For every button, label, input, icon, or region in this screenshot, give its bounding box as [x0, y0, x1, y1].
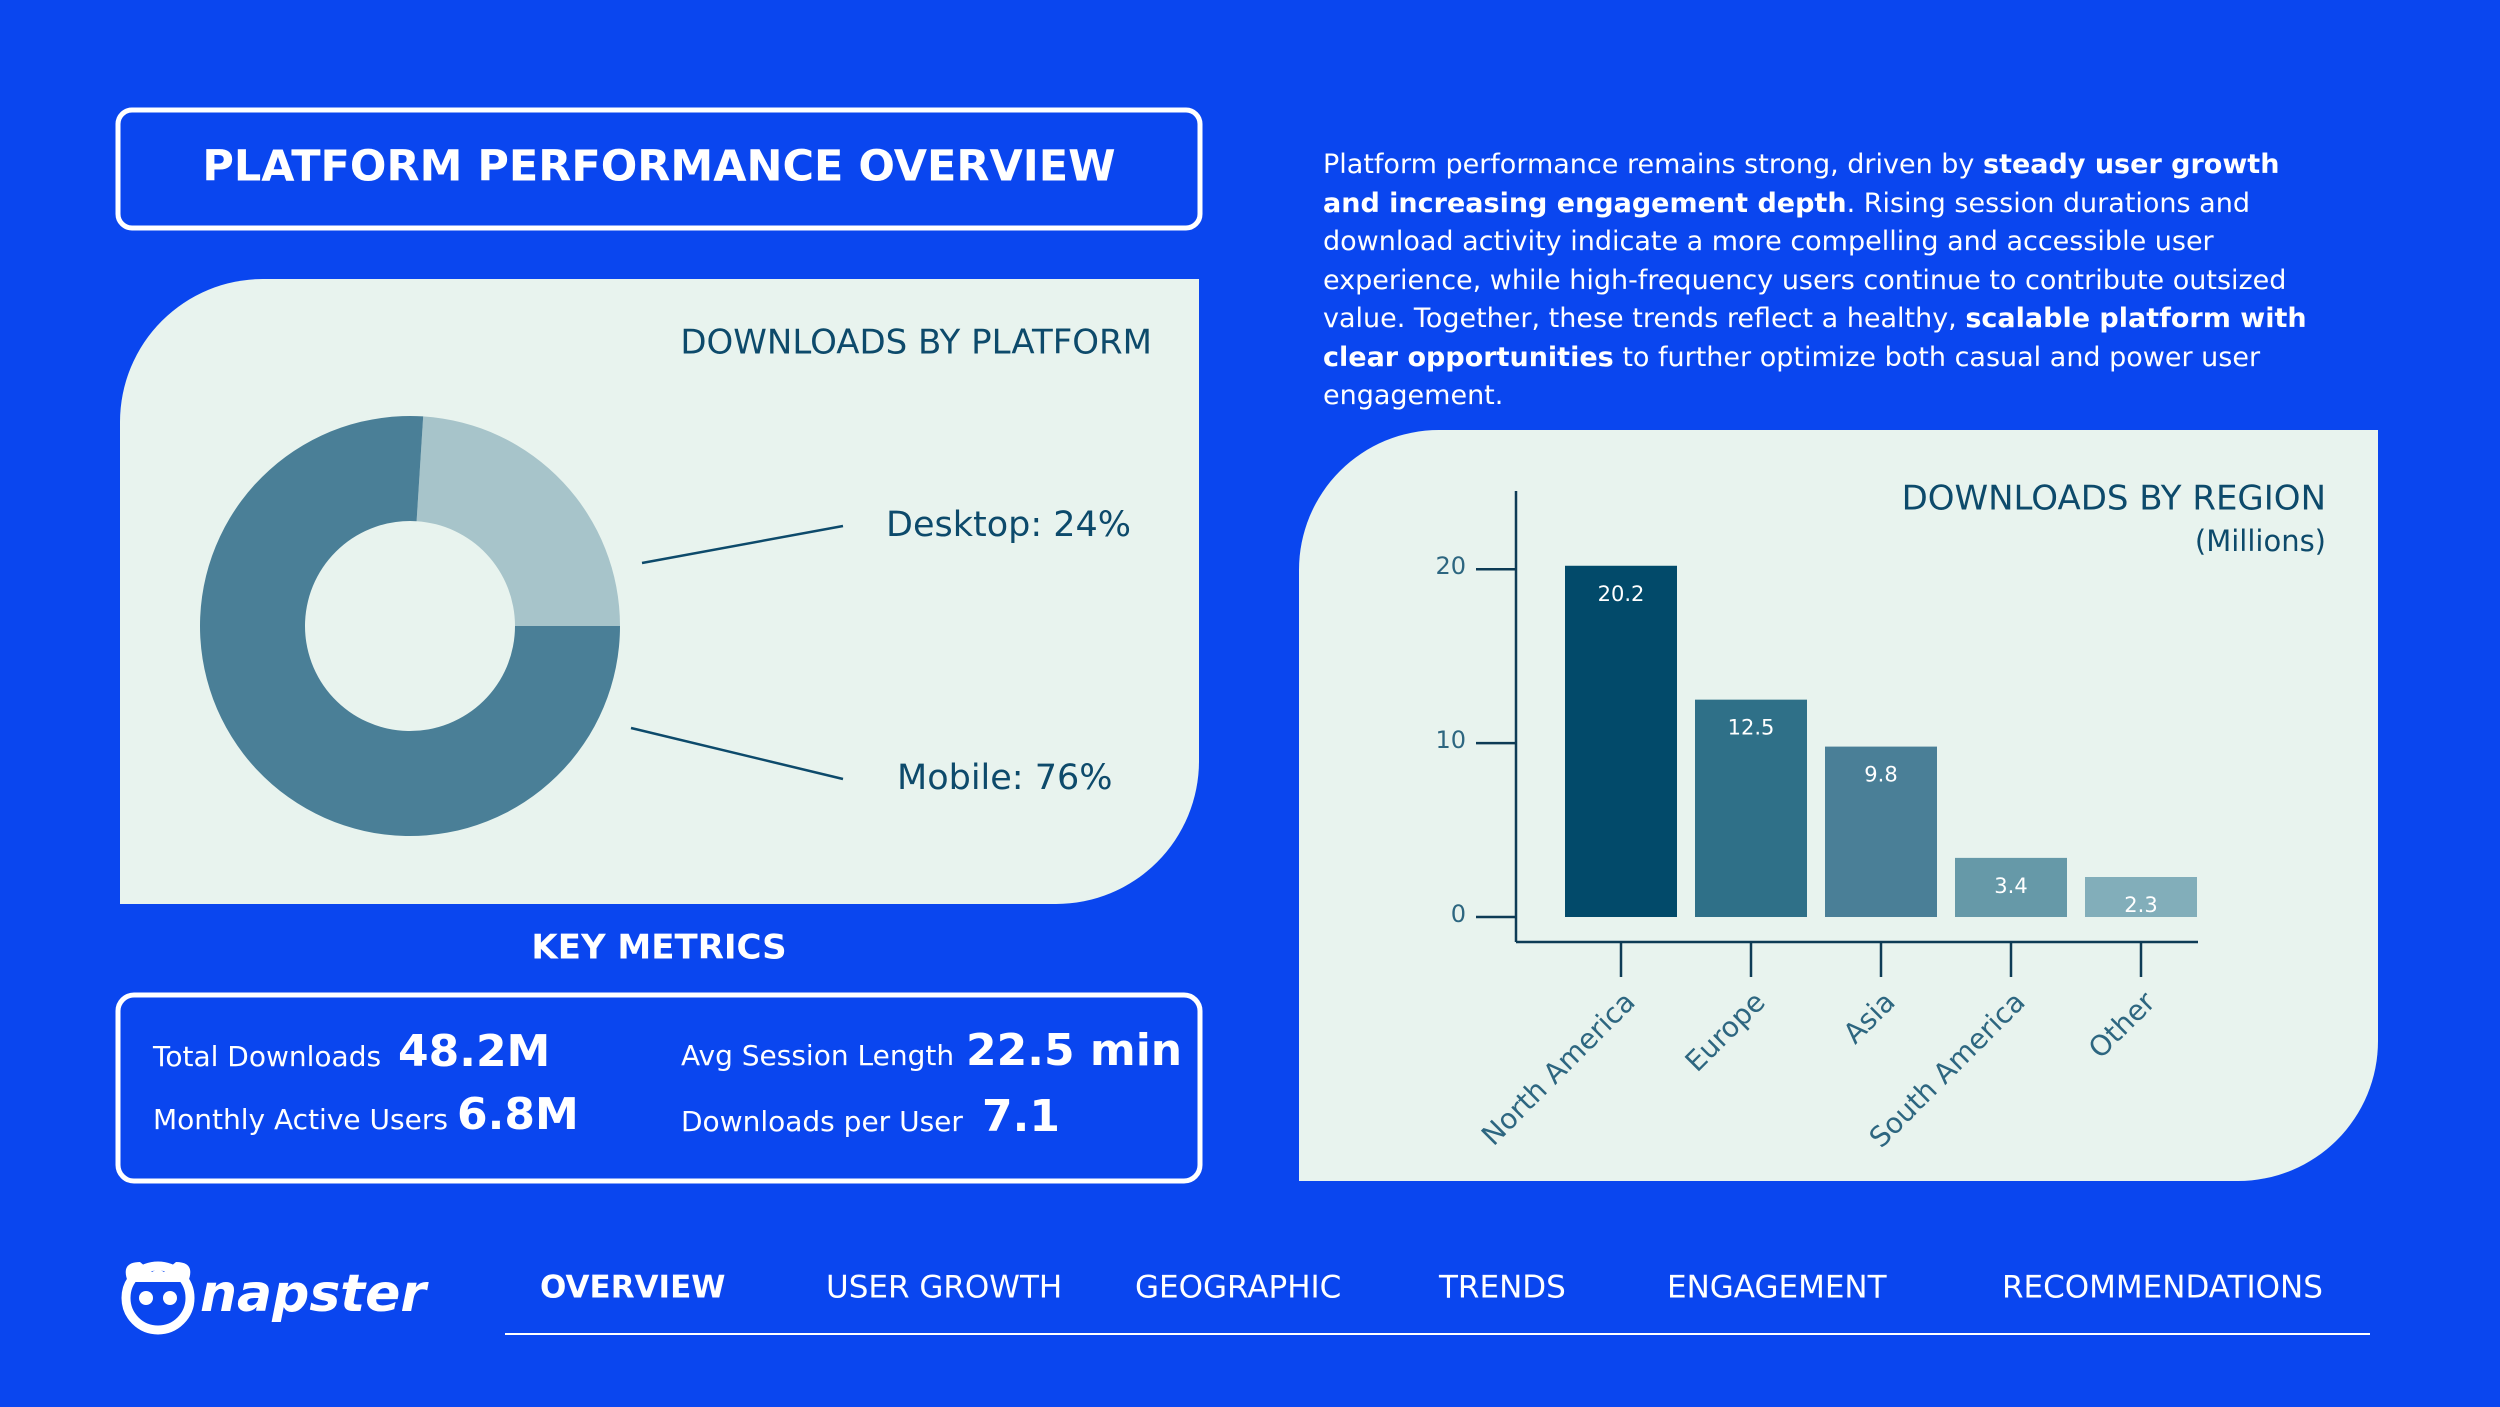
bar	[1825, 746, 1937, 917]
donut-chart: Desktop: 24% Mobile: 76%	[200, 416, 1131, 836]
bar-value-label: 2.3	[2124, 893, 2157, 917]
bar-value-label: 20.2	[1598, 582, 1645, 606]
nav-item[interactable]: ENGAGEMENT	[1667, 1270, 1888, 1306]
summary-text: Platform performance remains strong, dri…	[1323, 149, 1983, 180]
title-box	[115, 107, 1203, 231]
metric-value: 7.1	[982, 1091, 1060, 1142]
metric-value: 22.5 min	[966, 1025, 1182, 1076]
nav-item[interactable]: GEOGRAPHIC	[1135, 1270, 1341, 1306]
metric-label: Total Downloads	[152, 1040, 381, 1073]
metric-label: Downloads per User	[681, 1105, 963, 1138]
logo: napster	[121, 1261, 429, 1335]
slice-label: Mobile: 76%	[897, 758, 1113, 798]
bar	[1565, 565, 1677, 917]
metric-label: Avg Session Length	[681, 1039, 954, 1072]
bar	[1695, 699, 1807, 917]
metrics: Total Downloads 48.2M Monthly Active Users…	[152, 1025, 1182, 1142]
bar-title: DOWNLOADS BY REGION	[1902, 479, 2326, 519]
metrics-title: KEY METRICS	[531, 928, 786, 968]
nav-item[interactable]: OVERVIEW	[540, 1270, 725, 1306]
summary: Platform performance remains strong, dri…	[1323, 146, 2323, 416]
metric-label: Monthly Active Users	[153, 1103, 448, 1136]
y-tick-label: 0	[1451, 900, 1466, 928]
bar-value-label: 12.5	[1728, 716, 1775, 740]
nav-item[interactable]: USER GROWTH	[826, 1270, 1062, 1306]
page-title: PLATFORM PERFORMANCE OVERVIEW	[202, 142, 1115, 192]
bar	[2085, 877, 2197, 917]
metric-value: 48.2M	[398, 1026, 550, 1077]
nav-item[interactable]: TRENDS	[1438, 1270, 1566, 1306]
summary-text: to further optimize both casual and powe…	[1323, 341, 2261, 412]
bar	[1955, 857, 2067, 917]
summary-text: scalable platform with clear opportuniti…	[1323, 303, 2307, 373]
bar-subtitle: (Millions)	[2195, 524, 2326, 558]
metrics-box	[115, 992, 1203, 1184]
donut-slice	[200, 416, 620, 836]
summary-text: . Rising session durations and download …	[1323, 187, 2287, 335]
leader-line	[641, 524, 844, 565]
metric-value: 6.8M	[457, 1089, 579, 1140]
y-tick-label: 20	[1435, 552, 1466, 580]
leader-line	[630, 726, 844, 781]
slice-label: Desktop: 24%	[886, 505, 1131, 545]
y-tick-label: 10	[1435, 726, 1466, 754]
summary-text: steady user growth and increasing engage…	[1323, 149, 2280, 219]
nav: OVERVIEW USER GROWTH GEOGRAPHIC TRENDS ENGAG…	[540, 1270, 2323, 1306]
bar-value-label: 9.8	[1864, 763, 1897, 787]
donut-slice	[416, 416, 620, 626]
nav-item[interactable]: RECOMMENDATIONS	[2002, 1270, 2323, 1306]
bar-value-label: 3.4	[1994, 874, 2027, 898]
donut-title: DOWNLOADS BY PLATFORM	[680, 323, 1152, 363]
brand-name: napster	[200, 1264, 429, 1324]
